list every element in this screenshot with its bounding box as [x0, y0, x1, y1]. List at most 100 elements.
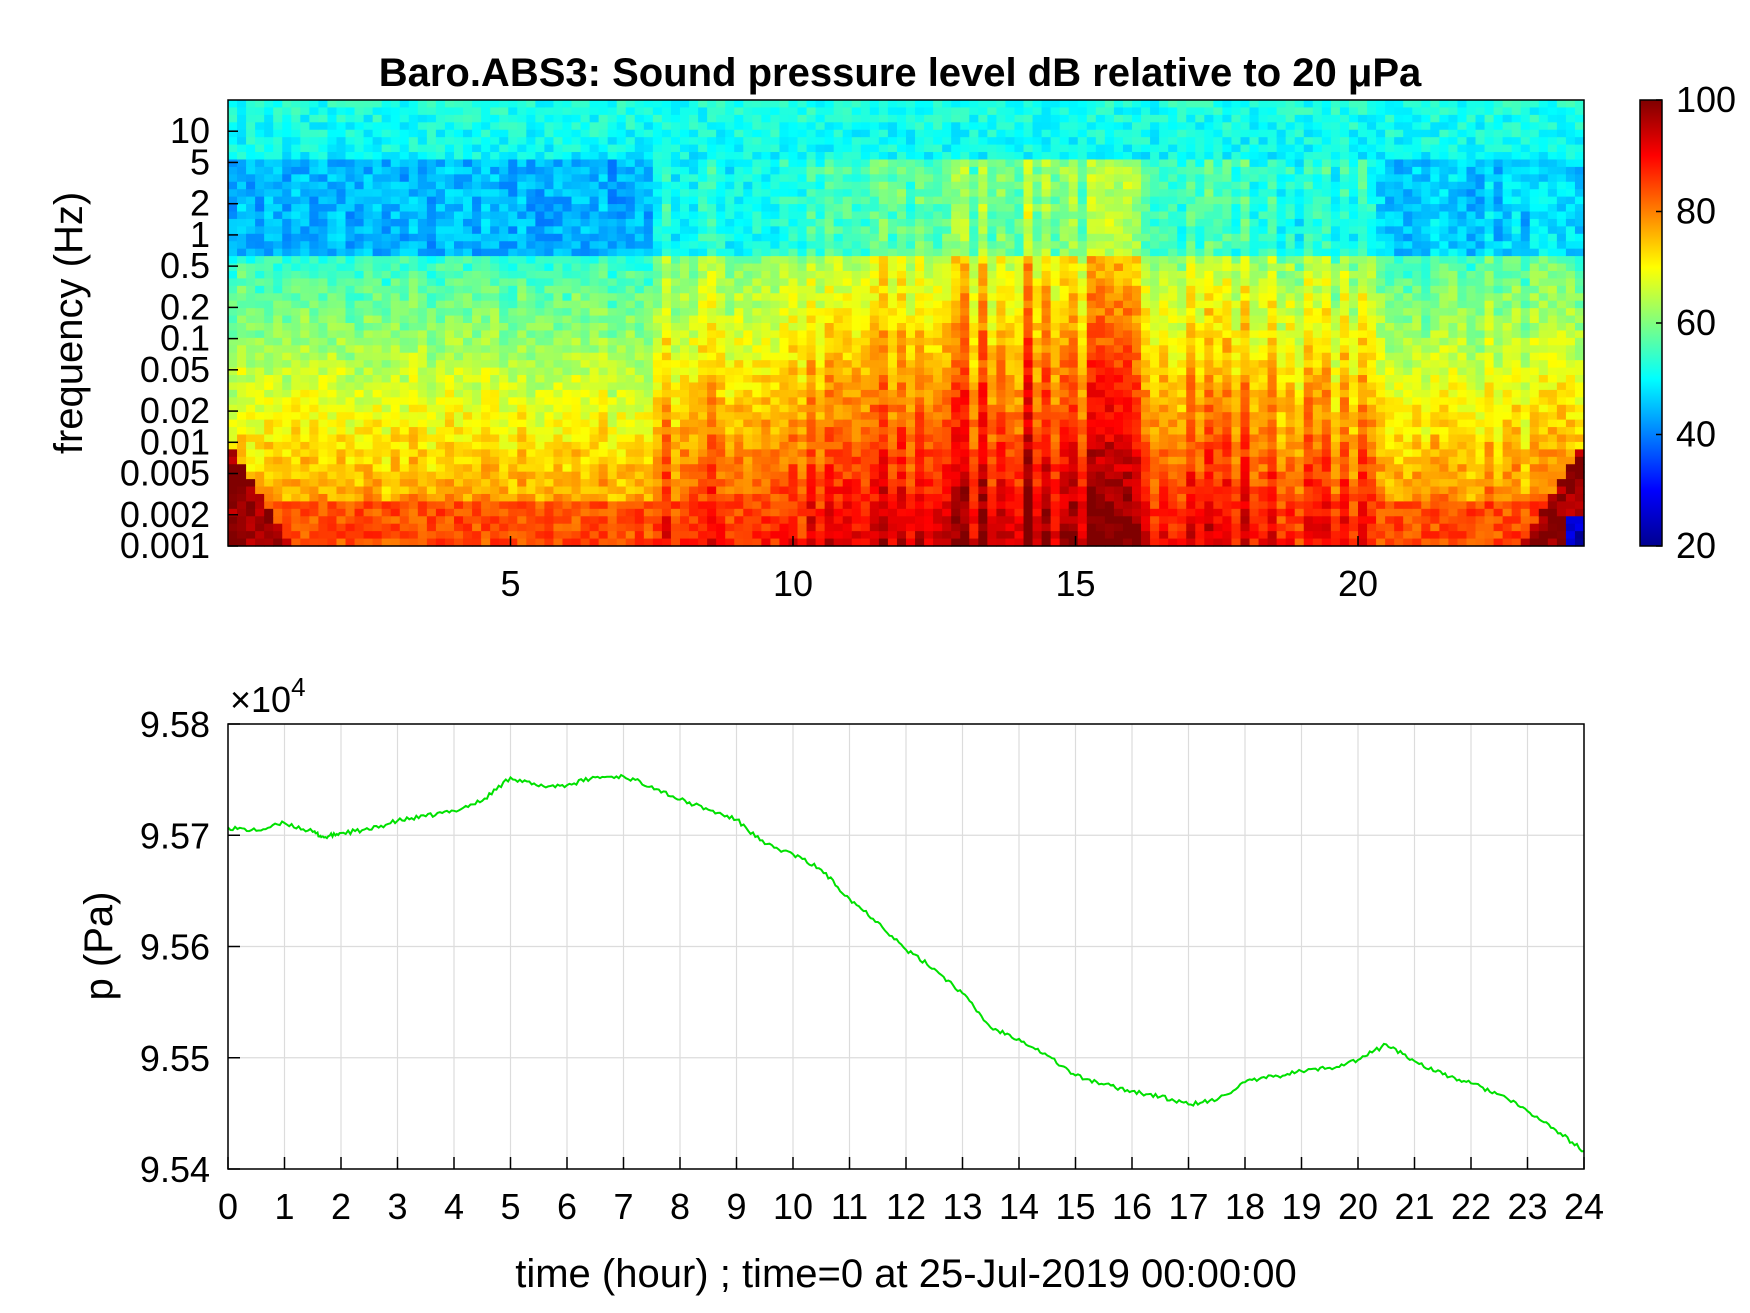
spectrogram-cell	[454, 493, 464, 502]
spectrogram-cell	[743, 285, 753, 294]
spectrogram-cell	[752, 493, 762, 502]
spectrogram-cell	[300, 174, 310, 183]
spectrogram-cell	[942, 100, 952, 109]
spectrogram-cell	[761, 293, 771, 302]
spectrogram-cell	[625, 404, 636, 413]
spectrogram-cell	[444, 464, 455, 473]
spectrogram-cell	[716, 137, 726, 146]
spectrogram-cell	[752, 137, 762, 146]
spectrogram-cell	[779, 189, 790, 198]
spectrogram-cell	[951, 300, 961, 309]
spectrogram-cell	[698, 449, 708, 458]
spectrogram-cell	[300, 531, 310, 540]
spectrogram-cell	[734, 508, 744, 517]
spectrogram-cell	[309, 278, 319, 287]
spectrogram-cell	[481, 248, 491, 257]
spectrogram-cell	[933, 114, 943, 123]
spectrogram-cell	[689, 226, 699, 235]
spectrogram-cell	[616, 137, 627, 146]
spectrogram-cell	[770, 404, 781, 413]
spectrogram-cell	[499, 397, 509, 406]
spectrogram-cell	[942, 256, 952, 265]
spectrogram-cell	[508, 300, 518, 309]
spectrogram-cell	[616, 300, 627, 309]
spectrogram-cell	[670, 211, 681, 220]
spectrogram-cell	[915, 337, 925, 346]
spectrogram-cell	[680, 337, 690, 346]
spectrogram-cell	[752, 189, 762, 198]
spectrogram-cell	[716, 464, 726, 473]
spectrogram-cell	[517, 159, 527, 168]
spectrogram-cell	[463, 419, 473, 428]
spectrogram-cell	[300, 479, 310, 488]
spectrogram-cell	[933, 122, 943, 131]
spectrogram-cell	[860, 300, 871, 309]
spectrogram-cell	[508, 523, 518, 532]
spectrogram-cell	[689, 166, 699, 175]
spectrogram-cell	[743, 419, 753, 428]
spectrogram-cell	[670, 285, 681, 294]
spectrogram-cell	[752, 434, 762, 443]
spectrogram-cell	[860, 412, 871, 421]
spectrogram-cell	[951, 486, 961, 495]
spectrogram-cell	[444, 456, 455, 465]
spectrogram-cell	[661, 427, 672, 436]
spectrogram-cell	[951, 382, 961, 391]
spectrogram-cell	[535, 464, 545, 473]
spectrogram-cell	[643, 456, 654, 465]
spectrogram-cell	[924, 404, 934, 413]
spectrogram-cell	[625, 367, 636, 376]
spectrogram-cell	[942, 397, 952, 406]
spectrogram-cell	[942, 300, 952, 309]
spectrogram-cell	[725, 204, 735, 213]
spectrogram-cell	[472, 233, 482, 242]
spectrogram-cell	[435, 360, 446, 369]
spectrogram-cell	[589, 122, 600, 131]
spectrogram-cell	[634, 382, 645, 391]
spectrogram-cell	[246, 486, 256, 495]
spectrogram-cell	[526, 471, 536, 480]
spectrogram-cell	[643, 419, 654, 428]
spectrogram-cell	[309, 293, 319, 302]
spectrogram-cell	[472, 256, 482, 265]
spectrogram-cell	[354, 397, 365, 406]
spectrogram-cell	[381, 159, 392, 168]
spectrogram-cell	[933, 427, 943, 436]
spectrogram-cell	[680, 114, 690, 123]
spectrogram-cell	[652, 434, 663, 443]
spectrogram-cell	[228, 360, 238, 369]
spectrogram-cell	[607, 389, 618, 398]
spectrogram-cell	[797, 241, 808, 250]
spectrogram-cell	[680, 464, 690, 473]
spectrogram-cell	[309, 389, 319, 398]
spectrogram-cell	[698, 248, 708, 257]
spectrogram-cell	[300, 263, 310, 272]
spectrogram-cell	[490, 427, 500, 436]
spectrogram-cell	[336, 464, 347, 473]
spectrogram-cell	[282, 382, 292, 391]
spectrogram-cell	[544, 367, 555, 376]
spectrogram-cell	[797, 196, 808, 205]
spectrogram-cell	[562, 241, 573, 250]
spectrogram-cell	[942, 479, 952, 488]
spectrogram-cell	[390, 196, 401, 205]
spectrogram-cell	[851, 449, 862, 458]
spectrogram-cell	[246, 337, 256, 346]
spectrogram-cell	[725, 100, 735, 109]
spectrogram-cell	[743, 233, 753, 242]
spectrogram-cell	[454, 129, 464, 138]
spectrogram-cell	[806, 122, 817, 131]
spectrogram-cell	[544, 241, 555, 250]
spectrogram-cell	[652, 412, 663, 421]
spectrogram-cell	[463, 181, 473, 190]
spectrogram-cell	[625, 464, 636, 473]
spectrogram-cell	[707, 486, 717, 495]
spectrogram-cell	[481, 382, 491, 391]
spectrogram-cell	[860, 493, 871, 502]
spectrogram-cell	[544, 218, 555, 227]
spectrogram-cell	[228, 330, 238, 339]
spectrogram-cell	[291, 159, 301, 168]
spectrogram-cell	[824, 382, 835, 391]
spectrogram-cell	[472, 159, 482, 168]
spectrogram-cell	[869, 256, 880, 265]
